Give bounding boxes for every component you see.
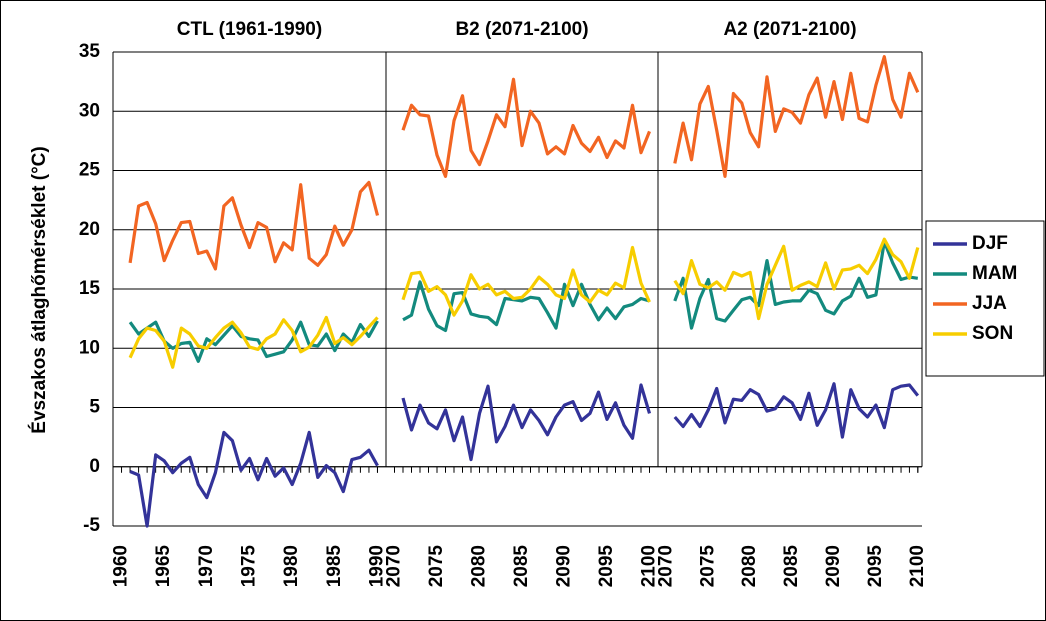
series-line [128, 180, 380, 271]
x-tick-label: 2075 [426, 545, 447, 588]
series-line [673, 240, 919, 330]
x-tick-label: 1970 [196, 545, 217, 587]
series-line [673, 237, 920, 321]
x-tick-label: 2085 [511, 545, 532, 588]
x-tick-label: 1965 [153, 545, 174, 588]
legend-label: MAM [972, 263, 1017, 284]
x-tick-label: 2095 [596, 545, 617, 588]
y-tick-label: 0 [89, 456, 100, 477]
legend-label: SON [972, 323, 1013, 344]
series-line [673, 382, 920, 439]
x-tick-label: 2070 [384, 545, 405, 587]
series-line [401, 245, 651, 317]
legend-label: DJF [972, 233, 1008, 254]
panel-title: A2 (2071-2100) [723, 19, 856, 40]
y-tick-label: -5 [83, 515, 100, 536]
x-tick-label: 1960 [111, 545, 132, 587]
legend-box [925, 220, 1045, 377]
x-tick-label: 2085 [781, 545, 802, 588]
x-tick-label: 2090 [823, 545, 844, 587]
y-tick-label: 10 [79, 337, 100, 358]
x-tick-label: 1975 [239, 545, 260, 588]
series-line [401, 77, 651, 178]
x-tick-label: 2100 [639, 545, 660, 587]
series-line [128, 315, 379, 369]
legend-label: JJA [972, 293, 1007, 314]
panel-title: CTL (1961-1990) [177, 19, 322, 40]
y-tick-label: 35 [79, 41, 101, 62]
panel-title: B2 (2071-2100) [455, 19, 588, 40]
x-tick-label: 2070 [655, 545, 676, 587]
y-tick-label: 20 [79, 219, 100, 240]
x-tick-label: 1985 [324, 545, 345, 588]
x-tick-label: 2100 [907, 545, 928, 587]
x-tick-label: 1980 [281, 545, 302, 587]
x-tick-label: 2080 [469, 545, 490, 587]
series-line [673, 55, 920, 178]
series-line [402, 280, 650, 333]
y-tick-label: 25 [79, 160, 101, 181]
x-tick-label: 2080 [739, 545, 760, 587]
series-line [401, 383, 652, 462]
series-line [129, 430, 379, 528]
x-tick-label: 2095 [865, 545, 886, 588]
y-axis-label: Évszakos átlaghőmérséklet (°C) [28, 146, 50, 433]
y-tick-label: 15 [79, 278, 101, 299]
x-tick-label: 2090 [554, 545, 575, 587]
y-tick-label: 30 [79, 100, 100, 121]
series-line [128, 320, 379, 363]
x-tick-label: 1990 [366, 545, 387, 587]
y-tick-label: 5 [89, 397, 100, 418]
x-tick-label: 2075 [697, 545, 718, 588]
